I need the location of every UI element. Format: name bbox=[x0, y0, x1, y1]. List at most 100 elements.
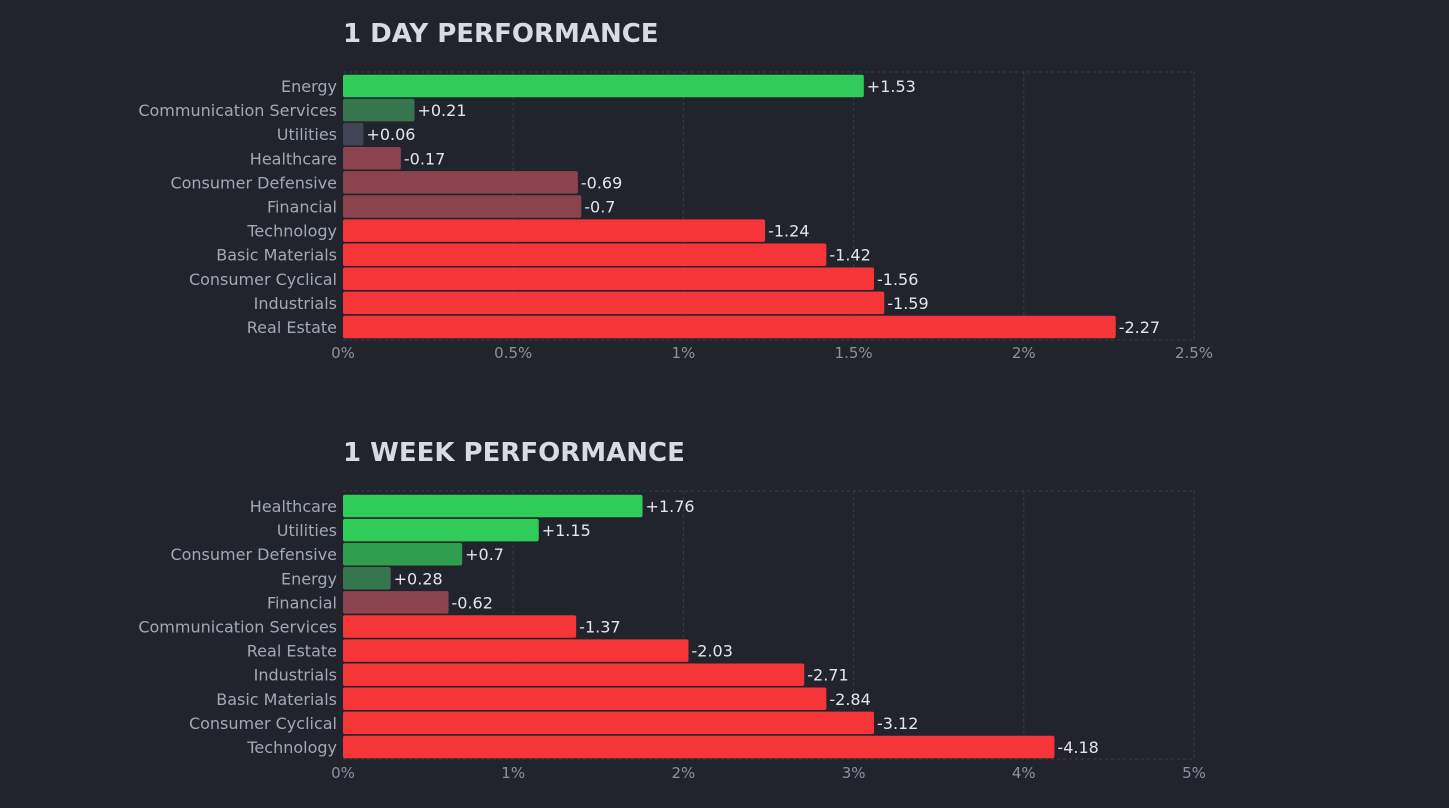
category-label: Financial bbox=[267, 593, 337, 612]
value-label: -3.12 bbox=[877, 714, 918, 733]
x-tick-label: 0.5% bbox=[494, 344, 532, 362]
bar[interactable] bbox=[343, 122, 364, 146]
x-tick-label: 1% bbox=[672, 344, 696, 362]
bar-row: Real Estate -2.03 bbox=[247, 639, 733, 662]
x-tick-label: 2% bbox=[672, 764, 696, 782]
x-tick-label: 1.5% bbox=[835, 344, 873, 362]
bar-row: Communication Services -1.37 bbox=[138, 615, 621, 638]
value-label: +1.15 bbox=[542, 521, 591, 540]
value-label: -1.42 bbox=[829, 246, 870, 265]
bar-row: Healthcare +1.76 bbox=[250, 494, 695, 518]
value-label: -1.56 bbox=[877, 270, 918, 289]
category-label: Technology bbox=[246, 222, 337, 241]
category-label: Basic Materials bbox=[216, 690, 337, 709]
value-label: -2.71 bbox=[807, 666, 848, 685]
category-label: Healthcare bbox=[250, 149, 337, 168]
category-label: Industrials bbox=[254, 666, 337, 685]
chart-1: 1 WEEK PERFORMANCE 0% 1% 2% 3% 4% 5% Healthcare… bbox=[138, 438, 1206, 782]
bar-row: Communication Services +0.21 bbox=[138, 98, 467, 122]
value-label: -4.18 bbox=[1057, 738, 1098, 757]
bar[interactable] bbox=[343, 315, 1116, 339]
value-label: -0.62 bbox=[452, 593, 493, 612]
bar[interactable] bbox=[343, 663, 805, 686]
bar[interactable] bbox=[343, 219, 766, 242]
bar[interactable] bbox=[343, 591, 449, 614]
category-label: Consumer Cyclical bbox=[189, 270, 337, 289]
x-tick-label: 3% bbox=[842, 764, 866, 782]
bar-row: Financial -0.62 bbox=[267, 591, 493, 614]
value-label: -2.84 bbox=[829, 690, 870, 709]
chart-0: 1 DAY PERFORMANCE 0% 0.5% 1% 1.5% 2% 2.5% Energ… bbox=[138, 19, 1213, 362]
bar-row: Healthcare -0.17 bbox=[250, 147, 445, 170]
bar-row: Technology -1.24 bbox=[246, 219, 810, 242]
value-label: -1.24 bbox=[768, 222, 809, 241]
bar-row: Real Estate -2.27 bbox=[247, 315, 1160, 339]
category-label: Financial bbox=[267, 198, 337, 217]
category-label: Utilities bbox=[277, 521, 337, 540]
bar-row: Energy +0.28 bbox=[281, 567, 443, 590]
bar[interactable] bbox=[343, 518, 539, 542]
x-tick-label: 2.5% bbox=[1175, 344, 1213, 362]
bar-row: Consumer Defensive +0.7 bbox=[170, 542, 504, 566]
category-label: Utilities bbox=[277, 125, 337, 144]
value-label: +1.76 bbox=[646, 497, 695, 516]
bar[interactable] bbox=[343, 615, 577, 638]
category-label: Energy bbox=[281, 569, 337, 588]
category-label: Consumer Cyclical bbox=[189, 714, 337, 733]
bar-row: Utilities +0.06 bbox=[277, 122, 415, 146]
x-tick-label: 2% bbox=[1012, 344, 1036, 362]
category-label: Real Estate bbox=[247, 318, 337, 337]
bar-row: Financial -0.7 bbox=[267, 195, 615, 218]
value-label: +0.28 bbox=[394, 569, 443, 588]
value-label: +1.53 bbox=[867, 77, 916, 96]
bar[interactable] bbox=[343, 267, 875, 291]
bar-row: Utilities +1.15 bbox=[277, 518, 591, 542]
bar-row: Industrials -2.71 bbox=[254, 663, 849, 686]
bar[interactable] bbox=[343, 98, 415, 122]
bar[interactable] bbox=[343, 74, 864, 98]
category-label: Industrials bbox=[254, 294, 337, 313]
value-label: +0.21 bbox=[417, 101, 466, 120]
value-label: +0.7 bbox=[465, 545, 504, 564]
bar[interactable] bbox=[343, 494, 643, 518]
x-tick-label: 0% bbox=[331, 764, 355, 782]
bar[interactable] bbox=[343, 639, 689, 662]
category-label: Consumer Defensive bbox=[170, 545, 337, 564]
bar-row: Industrials -1.59 bbox=[254, 291, 929, 315]
bar-row: Consumer Cyclical -1.56 bbox=[189, 267, 918, 291]
value-label: -2.03 bbox=[692, 642, 733, 661]
x-tick-label: 4% bbox=[1012, 764, 1036, 782]
category-label: Technology bbox=[246, 738, 337, 757]
chart-title: 1 DAY PERFORMANCE bbox=[343, 19, 659, 49]
bar-row: Consumer Defensive -0.69 bbox=[170, 171, 622, 194]
chart-title: 1 WEEK PERFORMANCE bbox=[343, 438, 685, 468]
category-label: Basic Materials bbox=[216, 246, 337, 265]
value-label: -1.59 bbox=[887, 294, 928, 313]
value-label: -1.37 bbox=[579, 618, 620, 637]
bar-row: Consumer Cyclical -3.12 bbox=[189, 711, 918, 735]
value-label: +0.06 bbox=[366, 125, 415, 144]
category-label: Consumer Defensive bbox=[170, 173, 337, 192]
bar[interactable] bbox=[343, 171, 578, 194]
x-tick-label: 5% bbox=[1182, 764, 1206, 782]
bar[interactable] bbox=[343, 243, 827, 266]
value-label: -0.7 bbox=[584, 198, 615, 217]
category-label: Healthcare bbox=[250, 497, 337, 516]
category-label: Communication Services bbox=[138, 618, 337, 637]
bar-row: Basic Materials -1.42 bbox=[216, 243, 871, 266]
bar[interactable] bbox=[343, 735, 1055, 759]
bar[interactable] bbox=[343, 147, 401, 170]
x-tick-label: 1% bbox=[501, 764, 525, 782]
bar[interactable] bbox=[343, 687, 827, 711]
bar[interactable] bbox=[343, 542, 463, 566]
bar[interactable] bbox=[343, 567, 391, 590]
category-label: Real Estate bbox=[247, 642, 337, 661]
bar-row: Energy +1.53 bbox=[281, 74, 916, 98]
bar[interactable] bbox=[343, 291, 885, 315]
bar[interactable] bbox=[343, 195, 582, 218]
bar-row: Basic Materials -2.84 bbox=[216, 687, 871, 711]
category-label: Communication Services bbox=[138, 101, 337, 120]
value-label: -0.69 bbox=[581, 173, 622, 192]
bar[interactable] bbox=[343, 711, 875, 735]
